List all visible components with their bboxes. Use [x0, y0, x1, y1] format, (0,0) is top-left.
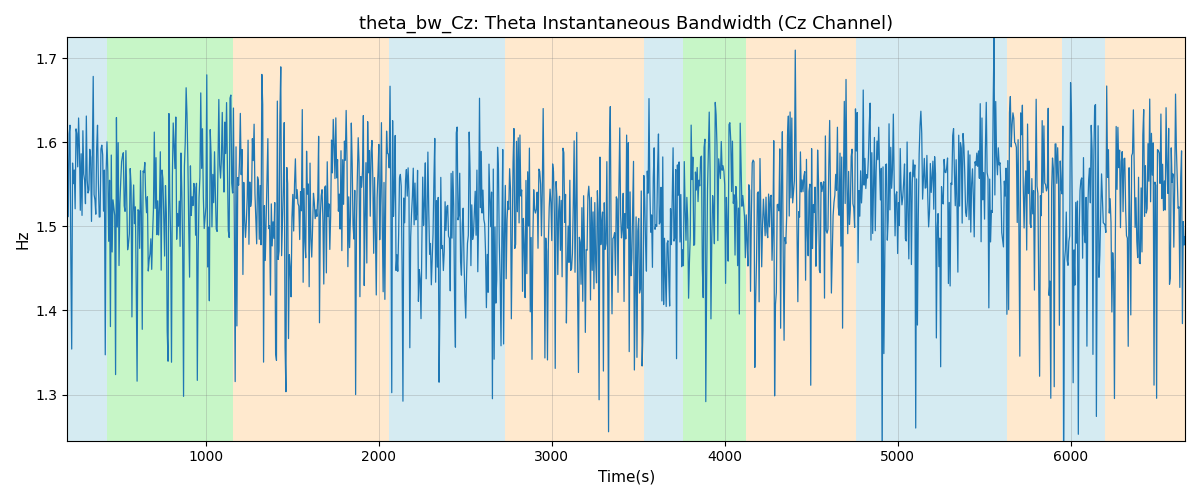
Y-axis label: Hz: Hz — [16, 230, 30, 249]
Bar — [107, 38, 234, 440]
Bar — [1007, 38, 1062, 440]
Bar — [745, 38, 857, 440]
Bar — [234, 38, 389, 440]
Bar — [643, 38, 683, 440]
Bar — [683, 38, 745, 440]
Bar — [1105, 38, 1186, 440]
Bar — [67, 38, 107, 440]
Title: theta_bw_Cz: Theta Instantaneous Bandwidth (Cz Channel): theta_bw_Cz: Theta Instantaneous Bandwid… — [359, 15, 893, 34]
Bar — [389, 38, 505, 440]
Bar — [857, 38, 1007, 440]
Bar — [1062, 38, 1105, 440]
X-axis label: Time(s): Time(s) — [598, 470, 655, 485]
Bar — [505, 38, 643, 440]
